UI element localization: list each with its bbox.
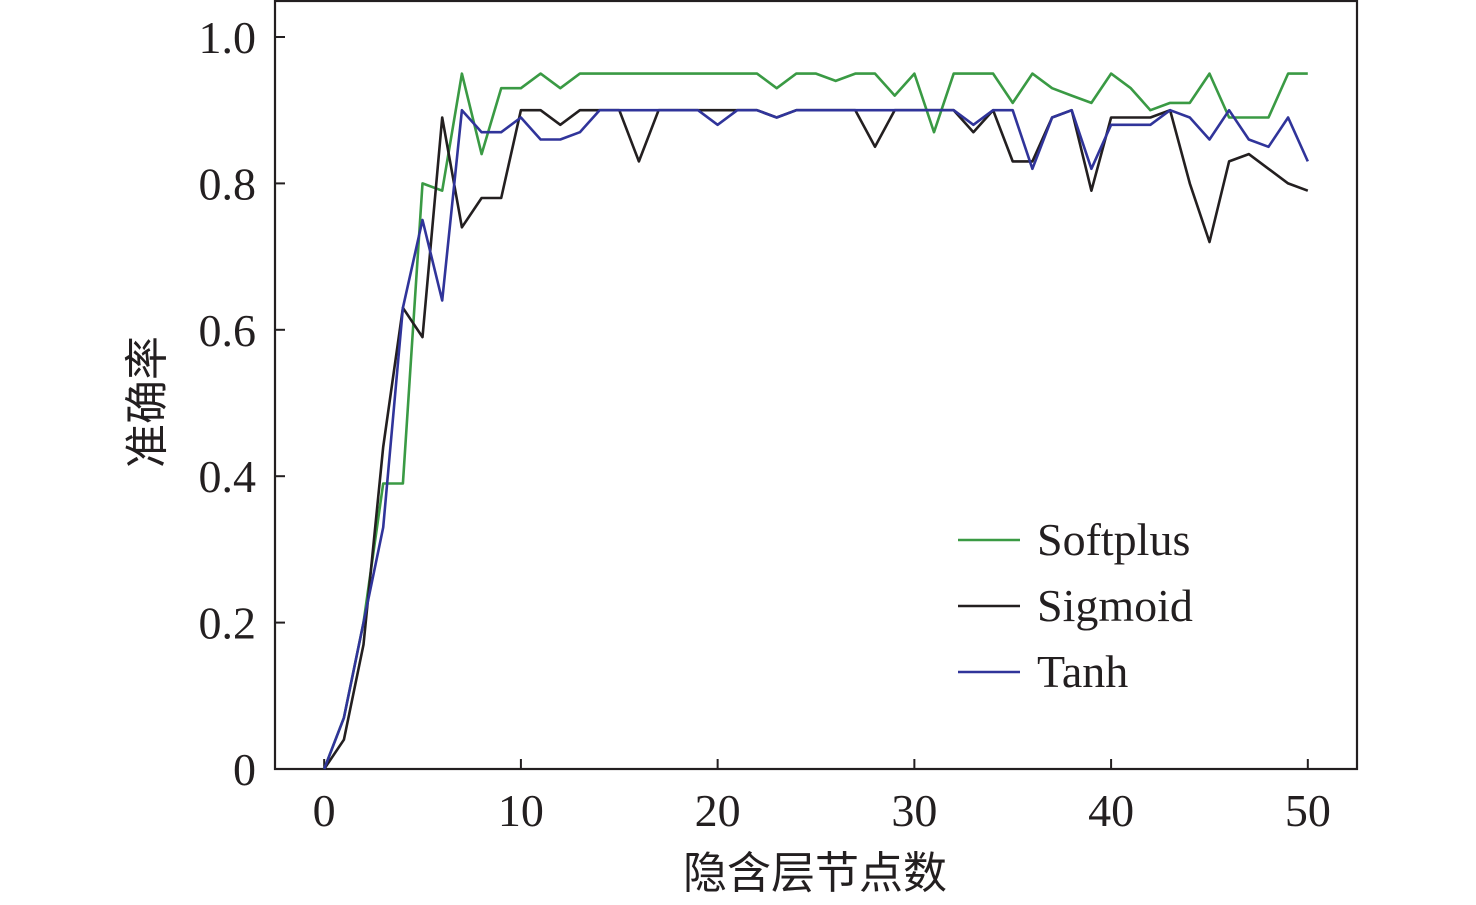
plot-border bbox=[273, 0, 1359, 771]
legend-label-tanh: Tanh bbox=[1037, 646, 1128, 697]
x-tick-label: 40 bbox=[1088, 785, 1134, 836]
legend: Softplus Sigmoid Tanh bbox=[958, 514, 1193, 697]
series-line-sigmoid bbox=[323, 108, 1309, 770]
legend-label-sigmoid: Sigmoid bbox=[1037, 580, 1193, 631]
x-tick-label: 50 bbox=[1285, 785, 1331, 836]
legend-label-softplus: Softplus bbox=[1037, 514, 1190, 565]
x-tick-label: 20 bbox=[695, 785, 741, 836]
y-axis-title: 准确率 bbox=[122, 336, 173, 468]
y-tick-label: 0.4 bbox=[199, 451, 257, 502]
y-tick-label: 0.6 bbox=[199, 305, 257, 356]
x-axis-title: 隐含层节点数 bbox=[683, 848, 947, 899]
y-tick-label: 1.0 bbox=[199, 12, 257, 63]
axis-ticks: 0 10 20 30 40 50 0 0.2 0.4 0.6 0.8 1.0 bbox=[199, 12, 1331, 836]
x-tick-label: 0 bbox=[313, 785, 336, 836]
y-tick-label: 0.2 bbox=[199, 598, 257, 649]
y-tick-label: 0.8 bbox=[199, 158, 257, 209]
x-tick-label: 10 bbox=[498, 785, 544, 836]
series-line-softplus bbox=[322, 72, 1308, 770]
y-tick-label: 0 bbox=[233, 744, 256, 795]
x-tick-label: 30 bbox=[891, 785, 937, 836]
plot-frame bbox=[273, 0, 1359, 771]
series-lines bbox=[322, 72, 1309, 770]
series-line-tanh bbox=[322, 108, 1309, 770]
